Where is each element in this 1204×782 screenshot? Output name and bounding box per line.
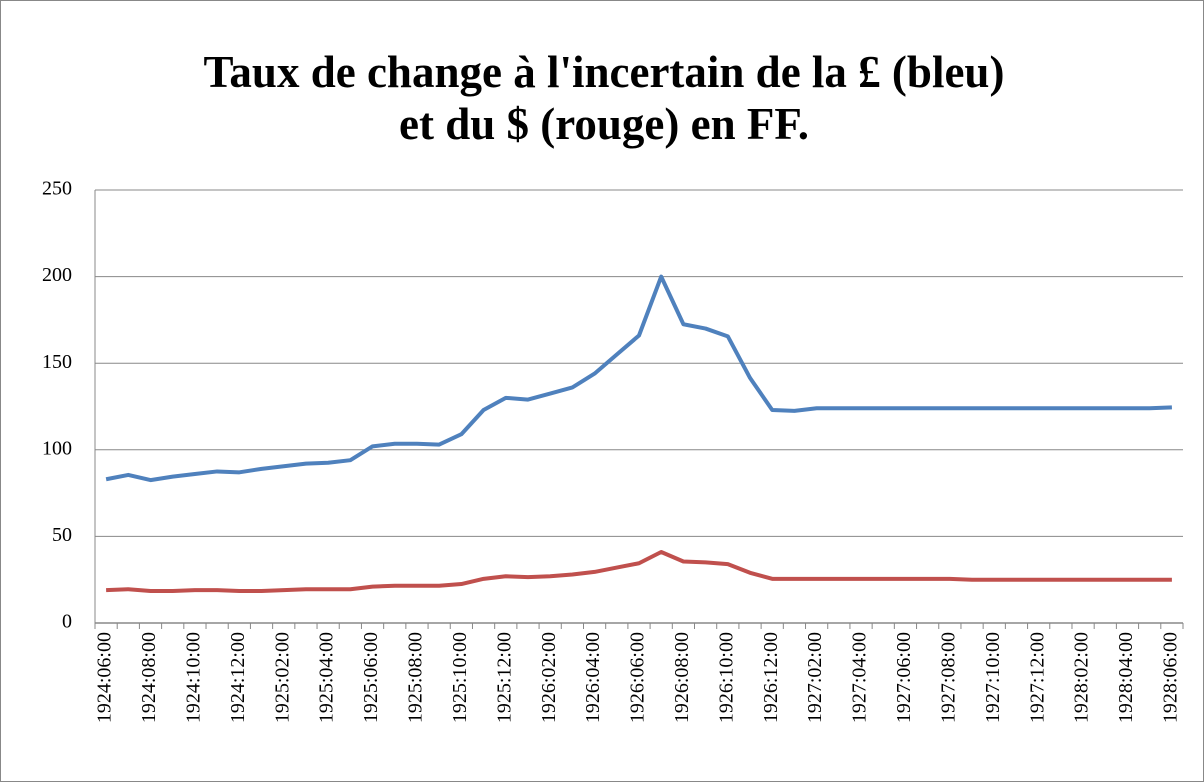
chart-title: Taux de change à l'incertain de la £ (bl… (204, 47, 1005, 97)
x-tick-label: 1927:06:00 (893, 632, 915, 723)
x-tick-label: 1928:04:00 (1115, 632, 1137, 723)
x-tick-label: 1925:12:00 (493, 632, 515, 723)
x-tick-label: 1927:10:00 (982, 632, 1004, 723)
y-tick-label: 0 (62, 611, 72, 633)
x-tick-label: 1926:12:00 (760, 632, 782, 723)
x-tick-label: 1924:10:00 (183, 632, 205, 723)
x-tick-label: 1925:10:00 (449, 632, 471, 723)
chart-title: et du $ (rouge) en FF. (399, 99, 809, 149)
x-tick-label: 1925:02:00 (271, 632, 293, 723)
x-tick-label: 1927:12:00 (1026, 632, 1048, 723)
y-tick-label: 100 (42, 437, 72, 459)
x-tick-label: 1926:10:00 (715, 632, 737, 723)
x-tick-label: 1926:08:00 (671, 632, 693, 723)
x-tick-label: 1927:02:00 (804, 632, 826, 723)
x-tick-label: 1927:04:00 (849, 632, 871, 723)
x-tick-label: 1926:04:00 (582, 632, 604, 723)
y-tick-label: 200 (42, 264, 72, 286)
x-tick-label: 1925:04:00 (316, 632, 338, 723)
y-tick-label: 250 (42, 178, 72, 200)
y-tick-label: 50 (52, 524, 72, 546)
x-tick-label: 1927:08:00 (937, 632, 959, 723)
x-tick-label: 1925:08:00 (405, 632, 427, 723)
x-tick-label: 1925:06:00 (360, 632, 382, 723)
x-tick-label: 1924:06:00 (94, 632, 116, 723)
x-tick-label: 1926:02:00 (538, 632, 560, 723)
x-tick-label: 1926:06:00 (627, 632, 649, 723)
y-tick-label: 150 (42, 351, 72, 373)
x-tick-label: 1924:08:00 (138, 632, 160, 723)
x-tick-label: 1924:12:00 (227, 632, 249, 723)
series-line (106, 549, 1172, 593)
series-line (105, 274, 1172, 483)
x-tick-label: 1928:06:00 (1159, 632, 1181, 723)
x-tick-label: 1928:02:00 (1071, 632, 1093, 723)
